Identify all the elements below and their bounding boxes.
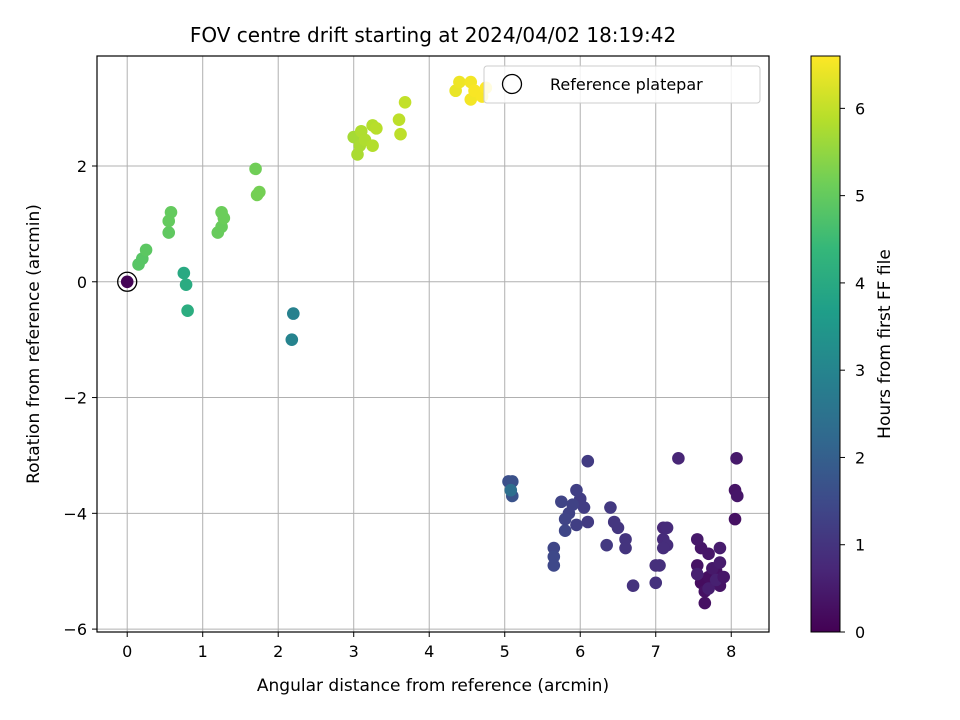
data-point <box>287 307 300 320</box>
data-point <box>619 541 632 555</box>
colorbar-tick-label: 1 <box>855 536 865 555</box>
grid <box>97 56 769 632</box>
data-point <box>690 567 704 581</box>
data-point <box>702 582 715 595</box>
legend-label: Reference platepar <box>550 75 703 94</box>
data-point <box>139 243 153 257</box>
data-point <box>398 96 412 109</box>
x-tick-label: 4 <box>424 642 434 661</box>
y-axis-label: Rotation from reference (arcmin) <box>24 204 44 484</box>
data-point <box>547 559 561 572</box>
data-point <box>604 501 617 514</box>
legend: Reference platepar <box>483 65 761 104</box>
y-tick-label: 2 <box>77 157 87 176</box>
data-point <box>581 454 595 468</box>
colorbar-ticks: 0 1 2 3 4 5 6 <box>840 99 865 642</box>
y-tick-label: −2 <box>63 389 87 408</box>
x-tick-label: 6 <box>575 642 585 661</box>
data-point <box>394 127 407 141</box>
x-tick-label: 1 <box>198 642 208 661</box>
data-point <box>717 570 730 584</box>
data-point <box>649 576 663 590</box>
y-tick-label: −6 <box>63 620 87 639</box>
data-point <box>370 122 383 135</box>
data-point <box>672 452 685 465</box>
data-point <box>504 483 518 497</box>
colorbar-tick-label: 5 <box>855 187 865 206</box>
data-point <box>181 304 194 318</box>
data-point <box>558 524 572 537</box>
plot-frame <box>96 55 770 633</box>
data-point <box>453 75 466 89</box>
data-point <box>164 206 178 219</box>
data-point <box>285 333 299 346</box>
data-point <box>253 185 266 199</box>
data-point <box>177 266 191 280</box>
y-axis-ticks: −6 −4 −2 0 2 <box>63 157 97 639</box>
data-point <box>581 515 595 529</box>
data-point <box>547 541 561 555</box>
data-point <box>713 556 727 569</box>
data-point <box>698 596 712 610</box>
colorbar-label: Hours from first FF file <box>875 249 895 439</box>
data-point <box>558 512 572 526</box>
data-point <box>626 579 640 592</box>
data-point <box>600 538 613 552</box>
y-tick-label: 0 <box>77 273 87 292</box>
data-point <box>555 495 568 509</box>
data-point <box>690 533 704 546</box>
data-point <box>728 512 742 526</box>
data-point <box>179 278 193 291</box>
data-point <box>249 162 262 176</box>
data-point <box>215 206 228 219</box>
colorbar-tick-label: 6 <box>855 99 865 118</box>
data-point <box>162 226 176 239</box>
x-axis-label: Angular distance from reference (arcmin) <box>257 676 609 696</box>
x-tick-label: 2 <box>273 642 283 661</box>
colorbar-tick-label: 3 <box>855 361 865 380</box>
x-tick-label: 7 <box>651 642 661 661</box>
data-point <box>120 275 134 289</box>
reference-platepar-marker <box>117 271 138 292</box>
x-tick-label: 0 <box>122 642 132 661</box>
data-point <box>713 541 727 555</box>
x-axis-ticks: 0 1 2 3 4 5 6 7 8 <box>122 632 736 661</box>
colorbar-tick-label: 2 <box>855 448 865 467</box>
data-point <box>570 518 583 532</box>
legend-marker <box>501 73 523 95</box>
x-tick-label: 8 <box>726 642 736 661</box>
data-point <box>607 515 621 529</box>
y-tick-label: −4 <box>63 504 87 523</box>
data-points <box>117 75 744 610</box>
colorbar-tick-label: 4 <box>855 274 865 293</box>
data-point <box>730 489 744 503</box>
legend-box <box>483 65 761 104</box>
data-point <box>649 559 663 572</box>
data-point <box>366 139 379 153</box>
data-point <box>570 483 583 497</box>
x-tick-label: 5 <box>500 642 510 661</box>
data-point <box>656 541 670 555</box>
colorbar-tick-label: 0 <box>855 623 865 642</box>
data-point <box>392 113 406 126</box>
data-point <box>690 559 704 572</box>
x-tick-label: 3 <box>349 642 359 661</box>
data-point <box>547 550 561 564</box>
chart-title: FOV centre drift starting at 2024/04/02 … <box>190 23 676 47</box>
data-point <box>619 533 632 546</box>
colorbar <box>810 55 841 633</box>
data-point <box>660 521 674 535</box>
data-point <box>730 452 743 465</box>
